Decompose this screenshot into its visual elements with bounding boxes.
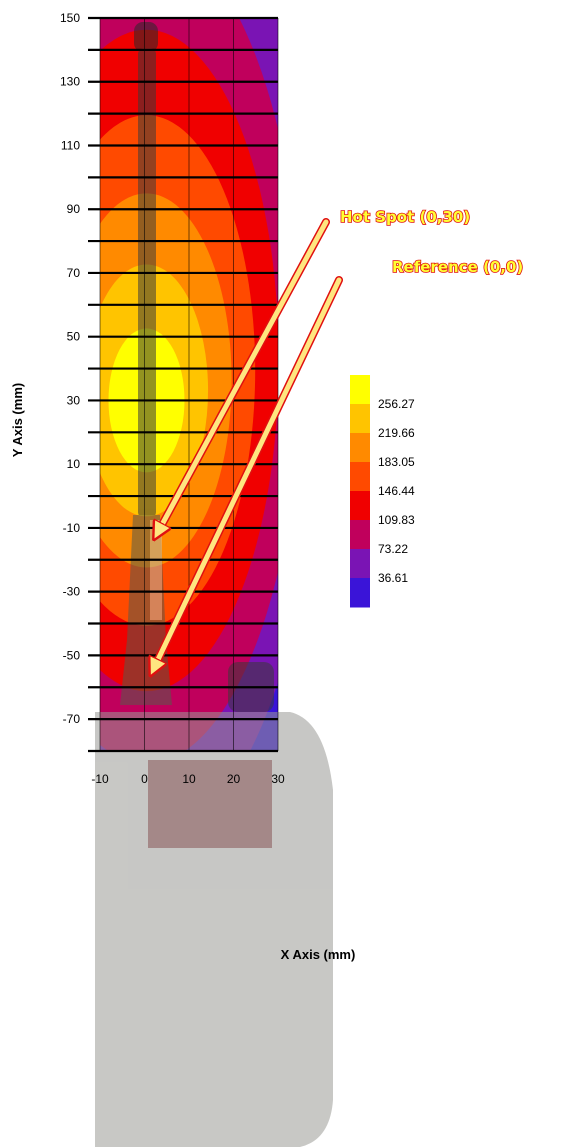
colorbar-swatch xyxy=(350,578,370,608)
y-tick-label: 130 xyxy=(60,75,80,89)
y-axis-title: Y Axis (mm) xyxy=(10,383,25,457)
colorbar-label: 109.83 xyxy=(378,513,415,527)
colorbar-swatch xyxy=(350,491,370,521)
colorbar-swatch xyxy=(350,375,370,405)
colorbar-label: 256.27 xyxy=(378,397,415,411)
colorbar-label: 219.66 xyxy=(378,426,415,440)
colorbar-swatch xyxy=(350,433,370,463)
reference-arrow-fill xyxy=(154,277,342,668)
y-tick-label: -70 xyxy=(63,712,81,726)
hot-spot-arrow-fill xyxy=(158,219,329,532)
y-tick-label: 150 xyxy=(60,11,80,25)
x-tick-label: 10 xyxy=(182,772,196,786)
colorbar-swatch xyxy=(350,520,370,550)
x-tick-label: -10 xyxy=(91,772,109,786)
colorbar-label: 146.44 xyxy=(378,484,415,498)
x-tick-label: 20 xyxy=(227,772,241,786)
colorbar-label: 183.05 xyxy=(378,455,415,469)
y-tick-label: 90 xyxy=(67,202,81,216)
x-tick-labels: -10 0 10 20 30 xyxy=(91,772,285,786)
x-tick-label: 30 xyxy=(271,772,285,786)
x-tick-label: 0 xyxy=(141,772,148,786)
y-tick-label: 10 xyxy=(67,457,81,471)
reference-label: Reference (0,0) xyxy=(392,258,523,276)
hot-spot-label: Hot Spot (0,30) xyxy=(340,208,470,226)
y-tick-label: -50 xyxy=(63,648,81,662)
colorbar-label: 73.22 xyxy=(378,542,408,556)
y-tick-label: -10 xyxy=(63,521,81,535)
colorbar-swatch xyxy=(350,549,370,579)
colorbar-label: 36.61 xyxy=(378,571,408,585)
colorbar-legend: 256.27 219.66 183.05 146.44 109.83 73.22 36.61 xyxy=(350,375,415,608)
x-axis-title: X Axis (mm) xyxy=(281,947,356,962)
colorbar-swatch xyxy=(350,462,370,492)
y-tick-label: 110 xyxy=(61,138,80,152)
y-tick-labels: 150 130 110 90 70 50 30 10 -10 -30 -50 -70 xyxy=(60,11,80,726)
y-tick-label: 30 xyxy=(67,393,81,407)
colorbar-swatch xyxy=(350,404,370,434)
grid-lines xyxy=(88,16,279,753)
y-tick-label: -30 xyxy=(63,585,81,599)
y-tick-label: 50 xyxy=(67,330,81,344)
y-tick-label: 70 xyxy=(67,266,81,280)
radio-device-picture xyxy=(95,22,333,1147)
